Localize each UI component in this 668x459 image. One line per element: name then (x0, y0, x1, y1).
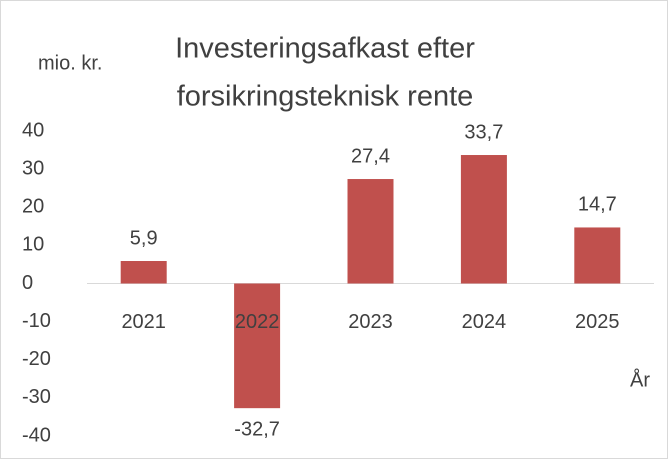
bar (234, 283, 281, 409)
x-tick-label: 2025 (575, 311, 620, 333)
y-tick-label: -30 (22, 386, 51, 408)
bar (460, 155, 507, 284)
bar (120, 261, 167, 284)
bar (574, 227, 621, 284)
data-label: 14,7 (578, 194, 617, 216)
x-tick-label: 2022 (235, 311, 280, 333)
chart-title: Investeringsafkast efter (175, 33, 475, 65)
y-tick-label: 30 (22, 157, 44, 179)
x-axis-label: År (630, 368, 650, 391)
y-axis-label: mio. kr. (38, 52, 102, 74)
y-tick-label: 40 (22, 119, 44, 141)
bar (347, 179, 394, 284)
y-tick-label: -40 (22, 424, 51, 446)
y-tick-label: 20 (22, 196, 44, 218)
y-tick-label: -10 (22, 310, 51, 332)
data-label: -32,7 (234, 418, 280, 440)
chart-title: forsikringsteknisk rente (177, 81, 474, 113)
data-label: 33,7 (464, 121, 503, 143)
x-tick-label: 2024 (462, 311, 507, 333)
data-label: 27,4 (351, 145, 390, 167)
data-label: 5,9 (130, 227, 158, 249)
y-tick-label: -20 (22, 348, 51, 370)
y-tick-label: 0 (22, 272, 33, 294)
x-tick-label: 2021 (121, 311, 166, 333)
y-tick-label: 10 (22, 234, 44, 256)
x-tick-label: 2023 (348, 311, 393, 333)
